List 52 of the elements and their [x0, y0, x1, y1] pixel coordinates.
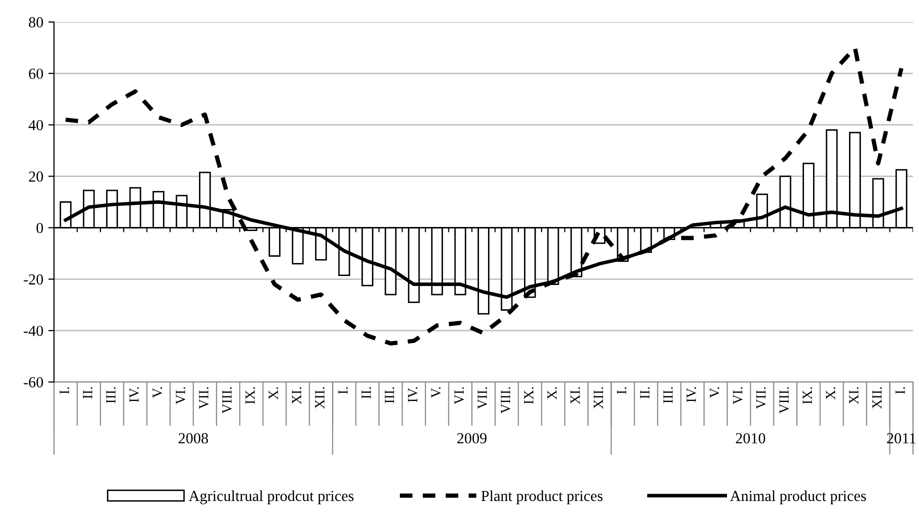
x-tick-label: V. — [431, 387, 441, 398]
y-tick-label: 0 — [36, 222, 43, 234]
x-tick-label: I. — [60, 387, 70, 394]
text: 2009 — [457, 433, 487, 444]
text: 2011 — [887, 433, 916, 444]
x-tick-label: IX. — [802, 387, 812, 404]
y-tick-label: -20 — [24, 274, 43, 285]
x-tick-label: IV. — [130, 387, 139, 402]
x-tick-label: II. — [640, 387, 650, 399]
y-tick-label: 60 — [28, 68, 43, 79]
x-tick-label: II. — [83, 387, 92, 399]
x-tick-label: IX. — [524, 387, 534, 404]
x-tick-label: XII. — [594, 387, 604, 409]
text: 2010 — [736, 433, 766, 444]
x-tick-label: XI. — [570, 387, 580, 404]
x-tick-label: VIII. — [500, 387, 510, 414]
x-tick-label: X. — [268, 387, 278, 400]
x-tick-label: I. — [617, 387, 626, 394]
x-tick-label: VII. — [478, 387, 488, 409]
x-tick-label: IV. — [408, 387, 418, 402]
x-tick-label: XI. — [292, 387, 302, 404]
x-tick-label: XII. — [315, 387, 325, 409]
text: 2008 — [178, 433, 208, 444]
legend-label: Plant product prices — [481, 490, 603, 504]
x-tick-label: X. — [547, 387, 557, 400]
y-tick-label: 40 — [28, 120, 43, 130]
x-tick-label: I. — [896, 387, 905, 394]
x-tick-label: I. — [338, 387, 348, 394]
x-tick-label: V. — [710, 387, 720, 398]
x-tick-label: II. — [362, 387, 371, 399]
y-tick-label: -40 — [24, 326, 43, 336]
x-tick-label: VI. — [176, 387, 186, 404]
x-tick-label: X. — [826, 387, 836, 400]
x-tick-label: VII. — [756, 387, 766, 409]
x-tick-label: XI. — [849, 387, 858, 404]
legend-label: Agricultrual prodcut prices — [188, 490, 354, 504]
x-tick-label: III. — [106, 387, 116, 404]
y-tick-label: 80 — [28, 17, 43, 28]
x-tick-label: VII. — [199, 387, 208, 409]
x-tick-label: VIII. — [222, 387, 232, 414]
x-tick-label: V. — [152, 387, 162, 398]
y-tick-label: -60 — [24, 377, 43, 388]
x-tick-label: VIII. — [780, 387, 789, 414]
x-tick-label: IV. — [686, 387, 696, 402]
x-tick-label: VI. — [454, 387, 464, 404]
x-tick-label: VI. — [733, 387, 742, 404]
legend-label: Animal product prices — [730, 490, 866, 504]
y-tick-label: 20 — [28, 171, 43, 182]
x-tick-label: III. — [384, 387, 394, 404]
x-tick-label: IX. — [246, 387, 255, 404]
x-tick-label: XII. — [872, 387, 882, 409]
x-tick-label: III. — [663, 387, 673, 404]
